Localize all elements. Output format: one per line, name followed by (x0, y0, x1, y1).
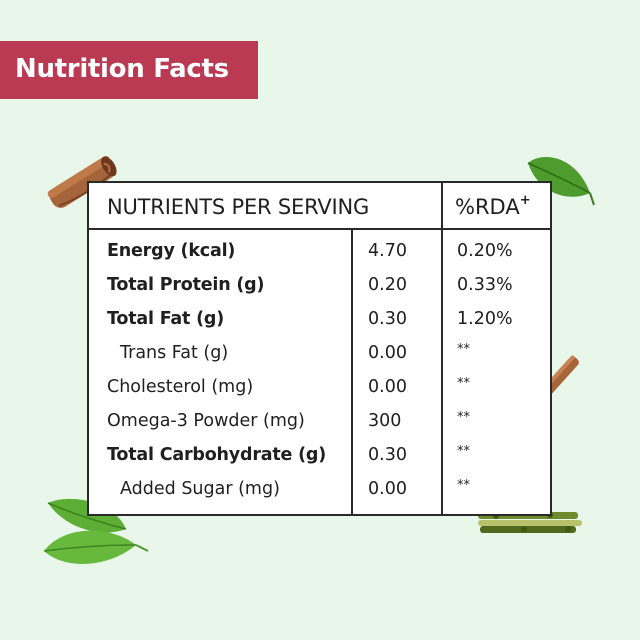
table-row: Total Fat (g) 0.30 1.20% (89, 308, 550, 342)
table-row: Added Sugar (mg) 0.00 ** (89, 478, 550, 512)
nutrient-unit: (g) (298, 445, 327, 465)
nutrient-name: Total Fat (g) (107, 308, 224, 330)
table-row: Total Protein (g) 0.20 0.33% (89, 274, 550, 308)
nutrient-name: Total Carbohydrate (g) (107, 444, 326, 466)
nutrient-name: Cholesterol (mg) (107, 376, 253, 398)
rda-header-label: %RDA (455, 195, 520, 219)
nutrient-label: Energy (107, 241, 181, 261)
rda-column-divider (441, 183, 443, 514)
nutrient-unit: (g) (196, 309, 225, 329)
leaf-icon (527, 156, 595, 206)
nutrient-value: 0.00 (368, 479, 407, 499)
nutrient-unit: (mg) (238, 479, 280, 499)
nutrient-name: Added Sugar (mg) (120, 478, 280, 500)
nutrient-rda: ** (457, 376, 470, 391)
nutrient-value: 0.00 (368, 343, 407, 363)
nutrient-value: 0.30 (368, 445, 407, 465)
nutrient-value: 4.70 (368, 241, 407, 261)
nutrient-rda: ** (457, 342, 470, 357)
rda-header-mark: + (519, 193, 531, 208)
nutrient-name: Omega-3 Powder (mg) (107, 410, 305, 432)
table-row: Total Carbohydrate (g) 0.30 ** (89, 444, 550, 478)
nutrient-label: Total Fat (107, 309, 197, 329)
table-row: Cholesterol (mg) 0.00 ** (89, 376, 550, 410)
nutrient-unit: (mg) (263, 411, 305, 431)
nutrient-value: 0.00 (368, 377, 407, 397)
table-row: Energy (kcal) 4.70 0.20% (89, 240, 550, 274)
nutrient-rda: 0.20% (457, 241, 513, 261)
nutrient-name: Total Protein (g) (107, 274, 265, 296)
nutrient-label: Total Carbohydrate (107, 445, 299, 465)
nutrient-rda: ** (457, 410, 470, 425)
header-divider (89, 228, 550, 230)
table-row: Trans Fat (g) 0.00 ** (89, 342, 550, 376)
nutrient-rda: 1.20% (457, 309, 513, 329)
nutrient-unit: (mg) (211, 377, 254, 397)
value-column-divider (351, 229, 353, 514)
nutrient-label: Total Protein (107, 275, 237, 295)
nutrient-unit: (g) (236, 275, 265, 295)
nutrient-rda: 0.33% (457, 275, 513, 295)
nutrient-rda: ** (457, 478, 470, 493)
nutrient-label: Trans Fat (120, 343, 204, 363)
nutrition-table: NUTRIENTS PER SERVING %RDA+ Energy (kcal… (87, 181, 552, 516)
nutrient-unit: (g) (203, 343, 229, 363)
nutrient-label: Added Sugar (120, 479, 239, 499)
page-title: Nutrition Facts (15, 54, 229, 84)
title-banner: Nutrition Facts (0, 41, 258, 99)
nutrient-rda: ** (457, 444, 470, 459)
nutrient-name: Trans Fat (g) (120, 342, 228, 364)
nutrient-value: 300 (368, 411, 402, 431)
nutrient-value: 0.20 (368, 275, 407, 295)
nutrient-name: Energy (kcal) (107, 240, 235, 262)
nutrient-value: 0.30 (368, 309, 407, 329)
nutrient-label: Omega-3 Powder (107, 411, 264, 431)
nutrient-unit: (kcal) (180, 241, 236, 261)
rda-header: %RDA+ (455, 193, 531, 219)
nutrient-label: Cholesterol (107, 377, 212, 397)
nutrients-header: NUTRIENTS PER SERVING (107, 195, 370, 219)
table-row: Omega-3 Powder (mg) 300 ** (89, 410, 550, 444)
